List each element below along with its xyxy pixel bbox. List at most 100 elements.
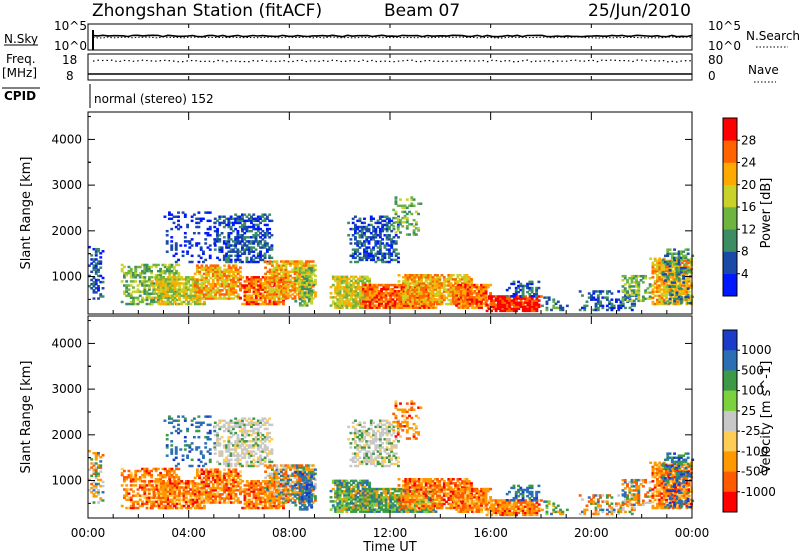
power-cell xyxy=(218,289,222,292)
power-cell xyxy=(169,282,172,285)
power-cell xyxy=(377,302,381,305)
power-cell xyxy=(293,262,297,265)
power-cell xyxy=(238,219,242,223)
power-cell xyxy=(272,300,276,304)
power-cell xyxy=(653,294,657,298)
velocity-cell xyxy=(177,475,181,479)
power-cell xyxy=(127,265,131,269)
power-cell xyxy=(354,227,357,231)
velocity-cell xyxy=(143,480,147,483)
power-cell xyxy=(313,280,317,284)
power-cell xyxy=(436,290,439,293)
power-cell xyxy=(252,300,256,304)
power-cell xyxy=(438,290,442,293)
power-cell xyxy=(386,283,390,287)
power-cell xyxy=(454,280,458,283)
power-cell xyxy=(668,301,672,305)
power-cell xyxy=(411,282,415,285)
power-cell xyxy=(218,297,222,300)
power-cell xyxy=(533,299,537,302)
power-cell xyxy=(361,306,365,309)
power-cell xyxy=(256,219,260,223)
power-cell xyxy=(410,196,414,199)
power-cell xyxy=(236,280,240,284)
power-cell xyxy=(407,304,411,307)
power-cell xyxy=(442,278,446,281)
power-cell xyxy=(216,282,220,286)
power-cell xyxy=(261,234,265,237)
power-cell xyxy=(268,280,272,283)
power-cell xyxy=(216,256,219,260)
power-cell xyxy=(454,290,458,293)
power-cell xyxy=(415,286,419,289)
power-cell xyxy=(250,215,253,218)
power-cell xyxy=(265,234,269,237)
power-cell xyxy=(125,290,129,293)
power-cell xyxy=(277,276,281,280)
power-cell xyxy=(635,285,638,288)
power-cell xyxy=(468,302,472,305)
power-cell xyxy=(402,306,406,309)
power-cell xyxy=(270,282,274,286)
power-cell xyxy=(343,277,347,281)
power-cell xyxy=(340,277,344,281)
power-cell xyxy=(197,217,201,221)
power-cell xyxy=(156,298,160,302)
power-cell xyxy=(363,217,366,221)
power-cell xyxy=(358,258,362,262)
power-cell xyxy=(651,288,655,291)
power-cell xyxy=(422,300,426,304)
power-cell xyxy=(273,274,277,278)
power-cell xyxy=(266,295,270,298)
power-cell xyxy=(99,266,103,269)
power-cell xyxy=(413,276,417,279)
power-cell xyxy=(378,246,382,249)
velocity-cell xyxy=(218,470,222,473)
power-cell xyxy=(347,298,351,301)
power-cell xyxy=(438,296,442,300)
power-cell xyxy=(404,278,408,281)
power-cell xyxy=(356,248,360,251)
power-cell xyxy=(463,276,467,279)
power-cell xyxy=(356,304,360,307)
power-cell xyxy=(599,302,602,306)
power-cell xyxy=(259,302,263,306)
power-cell xyxy=(482,302,486,305)
power-cell xyxy=(361,294,365,297)
power-cell xyxy=(266,302,270,306)
power-cell xyxy=(492,307,496,311)
velocity-cell xyxy=(90,458,94,461)
power-cell xyxy=(162,278,166,281)
power-cell xyxy=(162,296,166,300)
power-cell xyxy=(275,260,279,263)
velocity-cell xyxy=(197,435,201,439)
power-cell xyxy=(358,246,362,249)
power-cell xyxy=(302,272,306,276)
power-cell xyxy=(412,231,416,234)
power-cell xyxy=(404,284,408,287)
power-cell xyxy=(482,298,486,301)
power-cell xyxy=(592,308,596,312)
power-cell xyxy=(632,293,636,296)
power-cell xyxy=(192,231,196,235)
power-cell xyxy=(528,280,532,284)
power-cell xyxy=(374,229,378,233)
power-cell xyxy=(266,280,270,284)
power-cell xyxy=(264,260,268,263)
power-cell xyxy=(506,297,509,300)
power-cell xyxy=(417,286,421,289)
power-cell xyxy=(402,285,406,289)
power-cell xyxy=(211,297,215,300)
power-cell xyxy=(225,293,229,296)
power-cell xyxy=(646,297,650,301)
power-cell xyxy=(374,221,378,225)
power-cell xyxy=(440,286,444,289)
power-cell xyxy=(383,254,387,258)
power-cell xyxy=(196,302,200,306)
power-cell xyxy=(162,280,166,283)
power-cell xyxy=(596,306,600,310)
power-cell xyxy=(406,286,410,289)
power-cell xyxy=(364,302,368,305)
power-cell xyxy=(207,289,211,292)
power-cell xyxy=(515,295,518,298)
